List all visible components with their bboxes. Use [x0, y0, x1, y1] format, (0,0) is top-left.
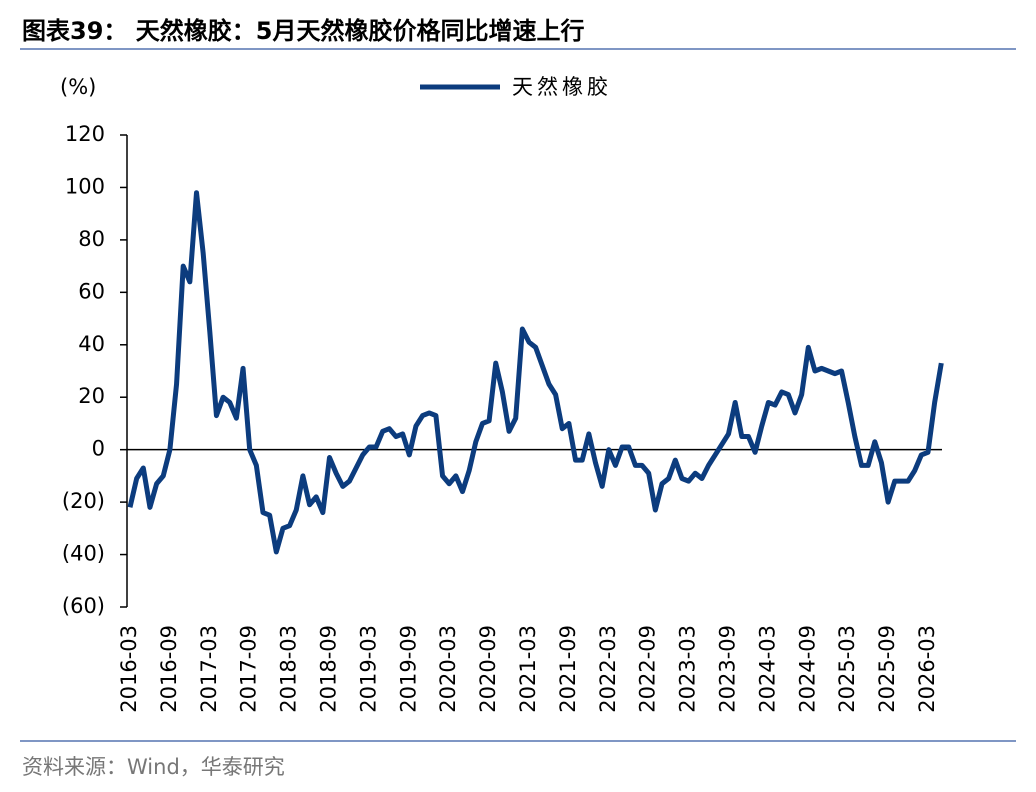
series-line: [127, 190, 944, 555]
x-tick-label: 2019-09: [396, 625, 420, 713]
x-tick-label: 2024-09: [795, 625, 819, 713]
y-tick-label: (60): [62, 594, 105, 618]
y-tick-label: 20: [78, 384, 105, 408]
x-tick-label: 2023-09: [716, 625, 740, 713]
y-axis-label: (%): [60, 75, 96, 99]
legend-label: 天然橡胶: [512, 75, 612, 99]
y-tick-label: 100: [65, 174, 105, 198]
x-tick-label: 2022-09: [636, 625, 660, 713]
y-tick-label: (40): [62, 542, 105, 566]
x-tick-label: 2017-03: [197, 625, 221, 713]
chart-title: 图表39： 天然橡胶：5月天然橡胶价格同比增速上行: [22, 17, 584, 45]
y-tick-label: 40: [78, 332, 105, 356]
x-tick-label: 2025-03: [835, 625, 859, 713]
x-tick-label: 2016-03: [117, 625, 141, 713]
x-tick-label: 2025-09: [875, 625, 899, 713]
x-tick-label: 2024-03: [755, 625, 779, 713]
y-tick-label: 0: [92, 437, 105, 461]
x-tick-label: 2020-03: [436, 625, 460, 713]
x-tick-label: 2023-03: [676, 625, 700, 713]
x-tick-label: 2020-09: [476, 625, 500, 713]
y-tick-label: 120: [65, 122, 105, 146]
x-tick-label: 2021-09: [556, 625, 580, 713]
x-tick-label: 2016-09: [157, 625, 181, 713]
y-tick-label: 80: [78, 227, 105, 251]
x-tick-label: 2018-09: [317, 625, 341, 713]
x-tick-label: 2022-03: [596, 625, 620, 713]
x-tick-label: 2026-03: [915, 625, 939, 713]
y-tick-label: 60: [78, 279, 105, 303]
source-note: 资料来源：Wind，华泰研究: [22, 755, 285, 779]
x-tick-label: 2021-03: [516, 625, 540, 713]
x-tick-label: 2019-03: [356, 625, 380, 713]
y-tick-label: (20): [62, 489, 105, 513]
x-tick-label: 2018-03: [277, 625, 301, 713]
x-tick-label: 2017-09: [237, 625, 261, 713]
